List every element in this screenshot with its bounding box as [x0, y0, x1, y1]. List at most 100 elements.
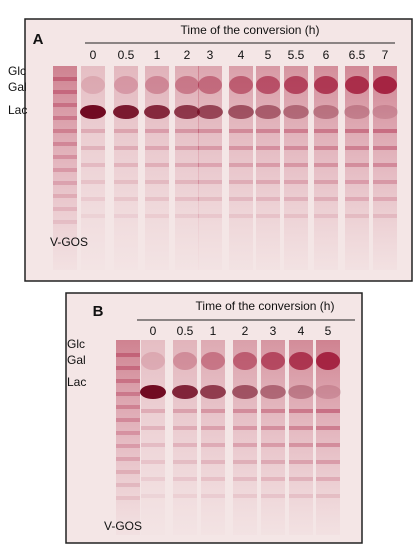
oligo-band	[114, 146, 138, 150]
oligo-band	[141, 426, 165, 430]
glc-gal-band	[198, 76, 222, 94]
standard-band	[53, 181, 77, 185]
oligo-band	[81, 146, 105, 150]
oligo-band	[114, 163, 138, 167]
lane-label: 1	[154, 48, 161, 62]
oligo-band	[345, 180, 369, 184]
lane-smear	[345, 66, 369, 270]
lac-band	[283, 105, 309, 119]
oligo-band	[316, 426, 340, 430]
lac-band	[197, 105, 223, 119]
standard-band	[53, 116, 77, 120]
oligo-band	[345, 129, 369, 133]
lac-band	[313, 105, 339, 119]
lane-label: 3	[270, 324, 277, 338]
oligo-band	[261, 426, 285, 430]
oligo-band	[229, 146, 253, 150]
glc-gal-band	[289, 352, 313, 370]
oligo-band	[201, 460, 225, 464]
oligo-band	[261, 460, 285, 464]
oligo-band	[284, 146, 308, 150]
lane-smear	[201, 340, 225, 535]
time-title: Time of the conversion (h)	[196, 299, 335, 313]
oligo-band	[373, 214, 397, 218]
oligo-band	[261, 477, 285, 481]
standard-band	[116, 353, 140, 357]
oligo-band	[141, 460, 165, 464]
lane-label: 5	[325, 324, 332, 338]
lac-band	[174, 105, 200, 119]
oligo-band	[316, 477, 340, 481]
lac-band	[113, 105, 139, 119]
oligo-band	[373, 180, 397, 184]
oligo-band	[284, 163, 308, 167]
lac-band	[172, 385, 198, 399]
lane-label: 6.5	[349, 48, 366, 62]
lane-label: 1	[210, 324, 217, 338]
lane-label: 2	[184, 48, 191, 62]
oligo-band	[289, 409, 313, 413]
standard-lane	[53, 66, 77, 270]
lane-label: 2	[242, 324, 249, 338]
oligo-band	[141, 477, 165, 481]
lac-band	[260, 385, 286, 399]
oligo-band	[373, 197, 397, 201]
oligo-band	[173, 426, 197, 430]
oligo-band	[373, 163, 397, 167]
glc-gal-band	[173, 352, 197, 370]
oligo-band	[229, 180, 253, 184]
oligo-band	[233, 426, 257, 430]
marker-label: Glc	[8, 64, 26, 78]
oligo-band	[201, 477, 225, 481]
standard-band	[53, 155, 77, 159]
lane-label: 0.5	[177, 324, 194, 338]
oligo-band	[175, 129, 199, 133]
lac-band	[140, 385, 166, 399]
oligo-band	[229, 163, 253, 167]
lac-band	[232, 385, 258, 399]
oligo-band	[256, 129, 280, 133]
panel-label: A	[33, 31, 44, 48]
lac-band	[315, 385, 341, 399]
lane-label: 0	[150, 324, 157, 338]
oligo-band	[173, 460, 197, 464]
oligo-band	[145, 146, 169, 150]
oligo-band	[314, 146, 338, 150]
oligo-band	[316, 460, 340, 464]
oligo-band	[201, 494, 225, 498]
lane-smear	[145, 66, 169, 270]
oligo-band	[198, 129, 222, 133]
standard-band	[53, 207, 77, 211]
oligo-band	[256, 146, 280, 150]
oligo-band	[345, 214, 369, 218]
panel-label: B	[93, 303, 104, 320]
oligo-band	[145, 129, 169, 133]
standard-band	[116, 418, 140, 422]
lac-band	[344, 105, 370, 119]
lane-smear	[233, 340, 257, 535]
oligo-band	[201, 426, 225, 430]
oligo-band	[175, 197, 199, 201]
lane-smear	[141, 340, 165, 535]
standard-label: V-GOS	[50, 235, 88, 249]
oligo-band	[81, 129, 105, 133]
standard-band	[53, 168, 77, 172]
oligo-band	[261, 409, 285, 413]
oligo-band	[314, 180, 338, 184]
oligo-band	[81, 214, 105, 218]
oligo-band	[284, 129, 308, 133]
oligo-band	[289, 494, 313, 498]
marker-label: Gal	[67, 353, 86, 367]
standard-lane	[116, 340, 140, 535]
lac-band	[255, 105, 281, 119]
glc-gal-band	[233, 352, 257, 370]
standard-band	[116, 405, 140, 409]
oligo-band	[316, 409, 340, 413]
oligo-band	[201, 409, 225, 413]
oligo-band	[314, 197, 338, 201]
lane-smear	[81, 66, 105, 270]
oligo-band	[198, 180, 222, 184]
oligo-band	[233, 477, 257, 481]
oligo-band	[229, 214, 253, 218]
lane-smear	[256, 66, 280, 270]
